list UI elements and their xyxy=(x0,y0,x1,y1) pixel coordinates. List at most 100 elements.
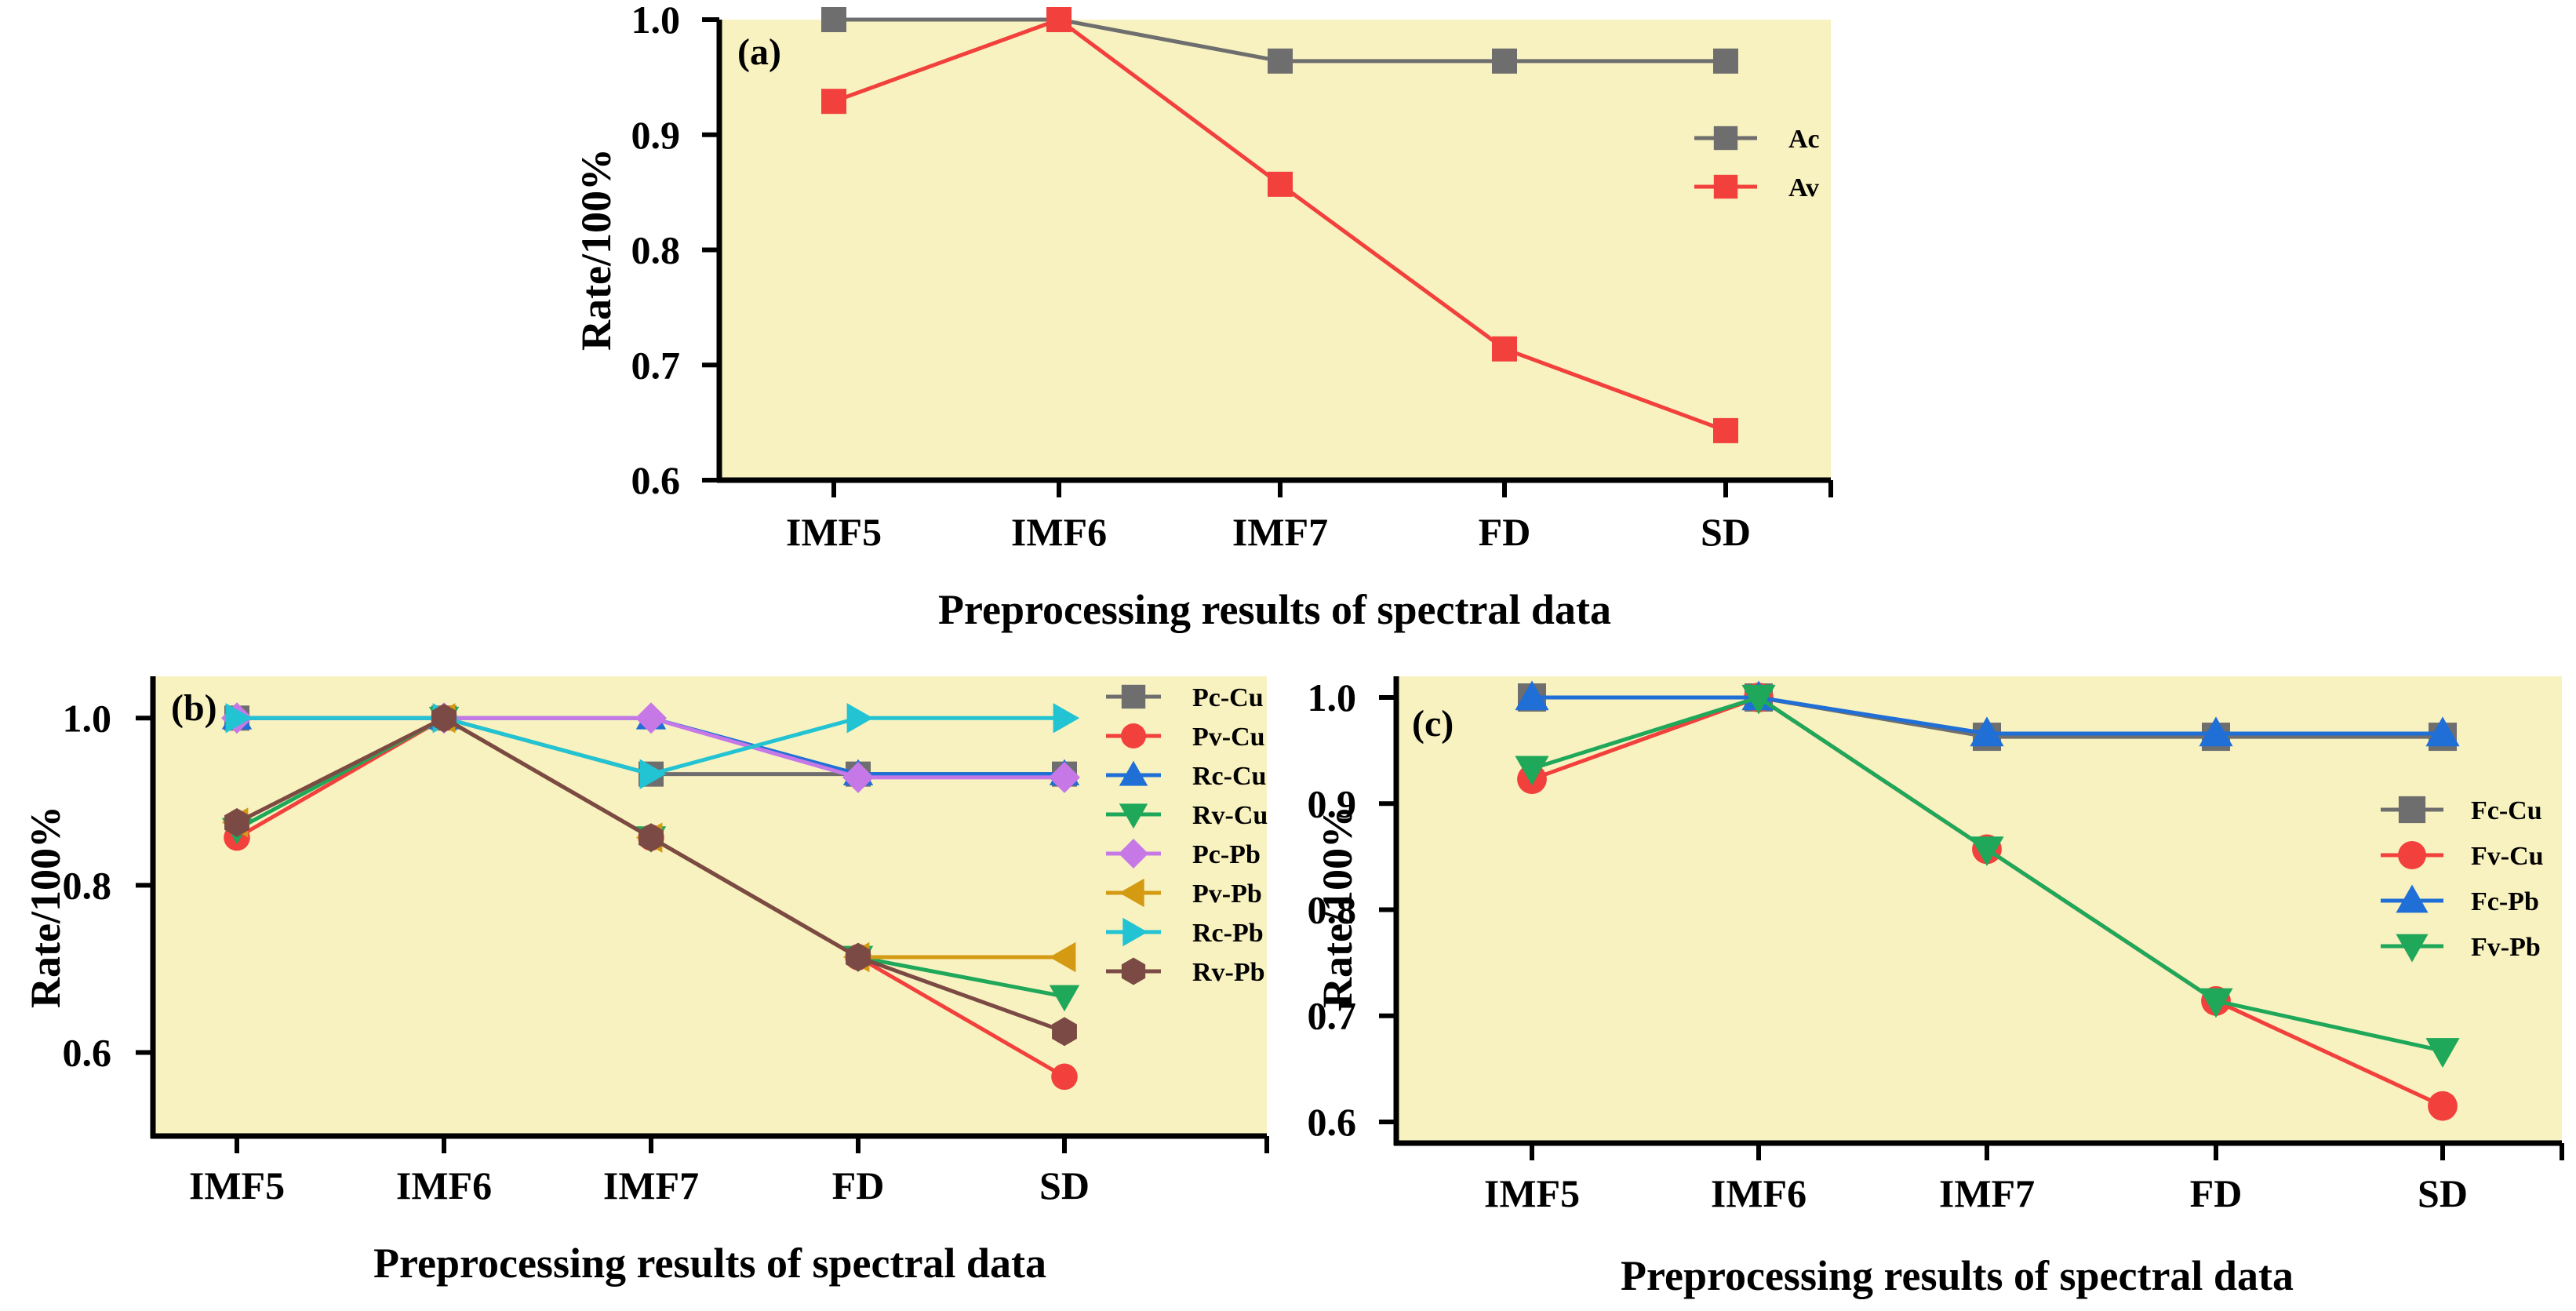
data-point-Rc-Pb xyxy=(846,703,874,734)
data-point-Av xyxy=(1492,336,1517,362)
x-tick-label: IMF5 xyxy=(1484,1171,1580,1215)
plot-area xyxy=(153,676,1267,1136)
data-point-Fv-Pb xyxy=(1741,684,1776,715)
plot-area xyxy=(1396,676,2562,1143)
y-axis-title: Rate/100% xyxy=(1314,806,1361,1008)
y-tick-label: 0.8 xyxy=(63,863,112,907)
data-point-Fv-Pb xyxy=(1970,836,2004,867)
legend-marker-Fv-Pb xyxy=(2396,934,2429,963)
x-axis-title: Preprocessing results of spectral data xyxy=(373,1240,1046,1287)
data-point-Ac xyxy=(821,7,846,32)
x-tick-label: IMF7 xyxy=(603,1164,699,1207)
data-point-Pc-Pb xyxy=(842,761,874,793)
x-tick-label: FD xyxy=(1479,510,1531,554)
y-tick-label: 0.6 xyxy=(1308,1100,1357,1144)
data-point-Pv-Pb xyxy=(1049,941,1076,973)
data-point-Fc-Pb xyxy=(2425,716,2460,747)
data-point-Av xyxy=(1046,7,1072,32)
y-tick-label: 0.7 xyxy=(1308,994,1357,1038)
y-axis-title: Rate/100% xyxy=(573,148,620,351)
y-tick-label: 0.6 xyxy=(63,1030,112,1074)
data-point-Rv-Pb xyxy=(1052,1017,1077,1047)
data-point-Av xyxy=(1268,171,1293,197)
data-point-Fv-Pb xyxy=(1515,756,1549,786)
data-point-Pc-Pb xyxy=(635,702,667,734)
y-tick-label: 0.8 xyxy=(631,228,681,272)
data-point-Rc-Pb xyxy=(639,759,667,789)
data-point-Fc-Pb xyxy=(2199,716,2233,747)
panel-label: (c) xyxy=(1412,703,1454,745)
legend-label: Pc-Pb xyxy=(1192,840,1261,869)
x-tick-label: SD xyxy=(2418,1171,2468,1215)
data-point-Rv-Pb xyxy=(431,703,457,733)
legend-label: Fv-Cu xyxy=(2471,842,2544,871)
chart-panel-a: 0.6 0.7 0.8 0.9 1.0 IMF5 IMF6 IMF7 FD SD Preproces… xyxy=(573,0,1833,633)
legend-label: Av xyxy=(1788,173,1819,202)
data-point-Rv-Pb xyxy=(639,823,664,853)
y-tick-label: 0.8 xyxy=(1308,888,1357,932)
legend-label: Rc-Cu xyxy=(1192,762,1266,791)
data-point-Rc-Pb xyxy=(1053,703,1080,734)
x-tick-label: IMF5 xyxy=(189,1164,285,1207)
legend-label: Rv-Cu xyxy=(1192,801,1268,830)
data-point-Av xyxy=(821,89,846,115)
x-tick-label: SD xyxy=(1701,510,1751,554)
x-tick-label: FD xyxy=(832,1164,885,1207)
legend-marker-Rv-Cu xyxy=(1119,803,1148,829)
data-point-Fv-Pb xyxy=(2425,1038,2460,1068)
legend-marker-Pv-Pb xyxy=(1119,878,1144,908)
legend-label: Rv-Pb xyxy=(1192,958,1265,987)
legend-marker-Ac xyxy=(1713,126,1738,151)
legend-label: Fc-Cu xyxy=(2471,796,2542,825)
legend-label: Fc-Pb xyxy=(2471,887,2539,916)
y-tick-label: 0.7 xyxy=(631,343,681,387)
x-tick-label: IMF6 xyxy=(396,1164,492,1207)
data-point-Av xyxy=(1713,417,1738,443)
y-tick-label: 1.0 xyxy=(63,696,112,740)
data-point-Ac xyxy=(1713,48,1738,74)
data-point-Fc-Pb xyxy=(1515,680,1549,711)
x-tick-label: FD xyxy=(2190,1171,2243,1215)
legend-marker-Av xyxy=(1713,174,1738,199)
legend-marker-Fc-Cu xyxy=(2398,796,2426,824)
legend-marker-Fc-Pb xyxy=(2396,884,2429,913)
legend: Pc-Cu Pv-Cu Rc-Cu Rv-Cu Pc-Pb Pv-Pb Rc-Pb Rv-Pb xyxy=(1106,683,1268,987)
legend-marker-Pv-Cu xyxy=(1121,723,1146,748)
legend-label: Pc-Cu xyxy=(1192,683,1264,712)
data-point-Rc-Pb xyxy=(225,703,253,734)
data-point-Fv-Cu xyxy=(2428,1091,2458,1121)
data-point-Pc-Pb xyxy=(1049,761,1080,793)
legend: Ac Av xyxy=(1694,125,1820,202)
x-axis-title: Preprocessing results of spectral data xyxy=(1621,1252,2294,1299)
chart-panel-c: 0.6 0.7 0.8 0.9 1.0 IMF5 IMF6 IMF7 FD SD Preproces… xyxy=(1308,676,2564,1299)
x-tick-label: IMF6 xyxy=(1011,510,1107,554)
data-point-Ac xyxy=(1268,48,1293,74)
legend-marker-Pc-Cu xyxy=(1121,684,1146,709)
legend-marker-Pc-Pb xyxy=(1119,839,1148,869)
data-point-Rv-Pb xyxy=(846,942,871,972)
data-point-Ac xyxy=(1492,48,1517,74)
x-tick-label: SD xyxy=(1039,1164,1090,1207)
legend-marker-Rc-Cu xyxy=(1119,760,1148,786)
legend-marker-Rc-Pb xyxy=(1122,917,1148,947)
y-tick-label: 1.0 xyxy=(1308,676,1357,719)
x-tick-label: IMF6 xyxy=(1711,1171,1806,1215)
y-tick-label: 0.6 xyxy=(631,458,681,502)
legend-label: Rc-Pb xyxy=(1192,919,1264,948)
legend-marker-Fv-Cu xyxy=(2398,841,2426,869)
x-tick-label: IMF5 xyxy=(786,510,882,554)
data-point-Rv-Pb xyxy=(224,808,249,837)
y-tick-label: 1.0 xyxy=(631,0,681,42)
panel-label: (b) xyxy=(171,687,217,729)
legend-label: Pv-Cu xyxy=(1192,723,1265,752)
y-tick-label: 0.9 xyxy=(1308,781,1357,825)
legend-label: Pv-Pb xyxy=(1192,879,1262,909)
data-point-Fv-Pb xyxy=(2199,988,2233,1018)
y-tick-label: 0.9 xyxy=(631,113,681,157)
panel-label: (a) xyxy=(737,31,781,73)
legend-marker-Rv-Pb xyxy=(1121,957,1146,985)
data-point-Pv-Cu xyxy=(1051,1063,1078,1091)
x-axis-title: Preprocessing results of spectral data xyxy=(938,586,1611,633)
